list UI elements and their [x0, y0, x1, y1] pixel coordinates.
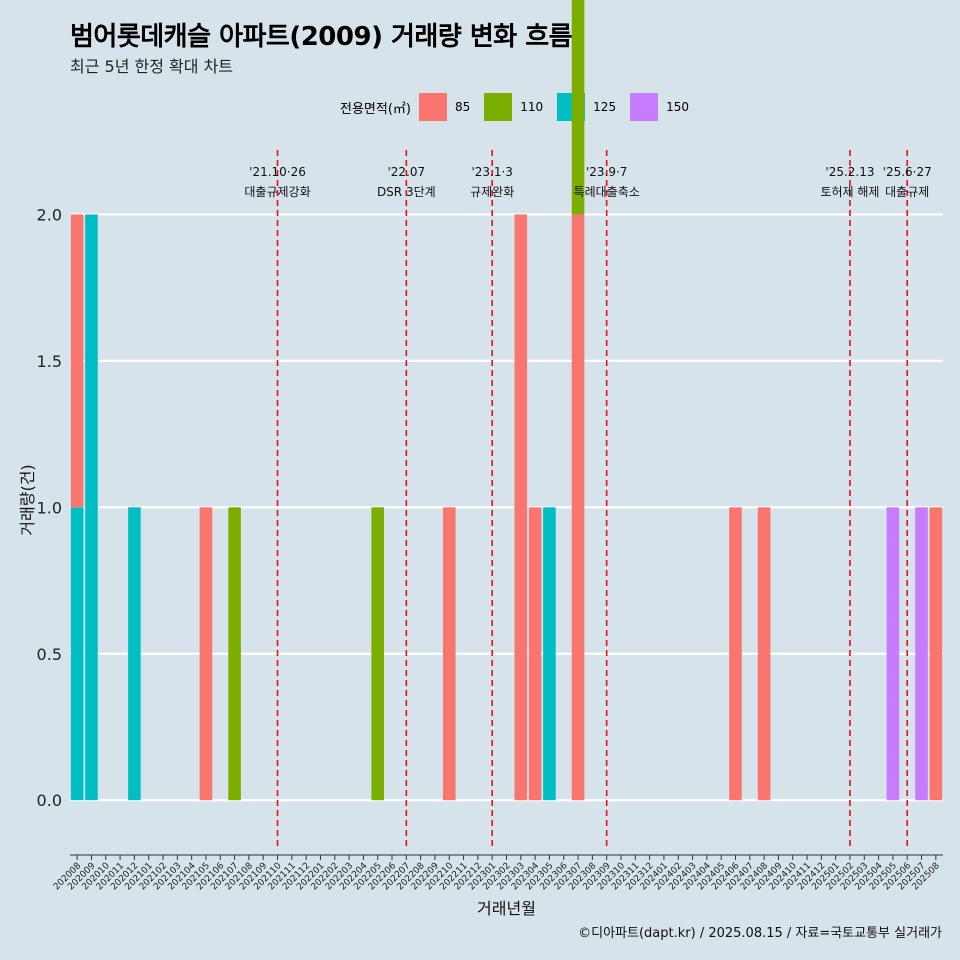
event-date-label: '23.9·7: [586, 165, 627, 179]
event-date-label: '21.10·26: [249, 165, 306, 179]
legend-swatch-150: [630, 93, 659, 121]
y-tick-label: 2.0: [37, 205, 62, 224]
bar: [70, 214, 84, 508]
event-label: 토허제 해제: [820, 185, 879, 199]
event-label: 특례대출축소: [574, 185, 640, 199]
legend-label-85: 85: [454, 100, 471, 114]
event-label: 규제완화: [470, 185, 514, 199]
event-label: 대출규제강화: [244, 185, 310, 199]
legend-item-85: 85: [418, 93, 471, 121]
legend-label-150: 150: [666, 100, 689, 114]
legend-item-150: 150: [630, 93, 689, 121]
event-date-label: '25.2.13: [825, 165, 874, 179]
y-axis-title: 거래량(건): [18, 464, 37, 535]
bar: [571, 0, 585, 215]
y-tick-label: 1.5: [37, 352, 62, 371]
bar: [929, 507, 943, 801]
legend-swatch-85: [418, 93, 447, 121]
chart-subtitle: 최근 5년 한정 확대 차트: [70, 57, 234, 76]
event-date-label: '22.07: [387, 165, 425, 179]
source-caption: ©디아파트(dapt.kr) / 2025.08.15 / 자료=국토교통부 실…: [578, 926, 942, 941]
bar: [514, 214, 528, 801]
bar: [915, 507, 928, 801]
bar: [371, 507, 384, 801]
chart-title: 범어롯데캐슬 아파트(2009) 거래량 변화 흐름: [70, 22, 573, 52]
bar: [757, 507, 771, 801]
bar: [571, 214, 585, 801]
x-axis-title: 거래년월: [477, 899, 536, 918]
legend: 전용면적(㎡) 85 110 125 150: [340, 92, 703, 122]
bar: [528, 507, 542, 801]
bar: [199, 507, 213, 801]
legend-swatch-110: [484, 93, 513, 121]
legend-title: 전용면적(㎡): [340, 101, 411, 117]
event-date-label: '23.1·3: [471, 165, 512, 179]
legend-label-110: 110: [520, 100, 544, 114]
bar: [228, 507, 241, 801]
bar: [442, 507, 456, 801]
bar: [85, 214, 98, 801]
bar: [729, 507, 742, 801]
event-label: DSR 3단계: [377, 185, 436, 199]
legend-label-125: 125: [593, 100, 617, 114]
y-tick-label: 0.0: [37, 791, 62, 810]
y-tick-label: 0.5: [37, 645, 62, 664]
bar: [128, 507, 141, 801]
bar: [543, 507, 556, 801]
bar: [886, 507, 900, 801]
event-label: 대출규제: [885, 185, 929, 199]
bar: [70, 507, 84, 801]
event-date-label: '25.6·27: [883, 165, 932, 179]
legend-item-110: 110: [484, 93, 543, 121]
y-tick-label: 1.0: [37, 498, 62, 517]
